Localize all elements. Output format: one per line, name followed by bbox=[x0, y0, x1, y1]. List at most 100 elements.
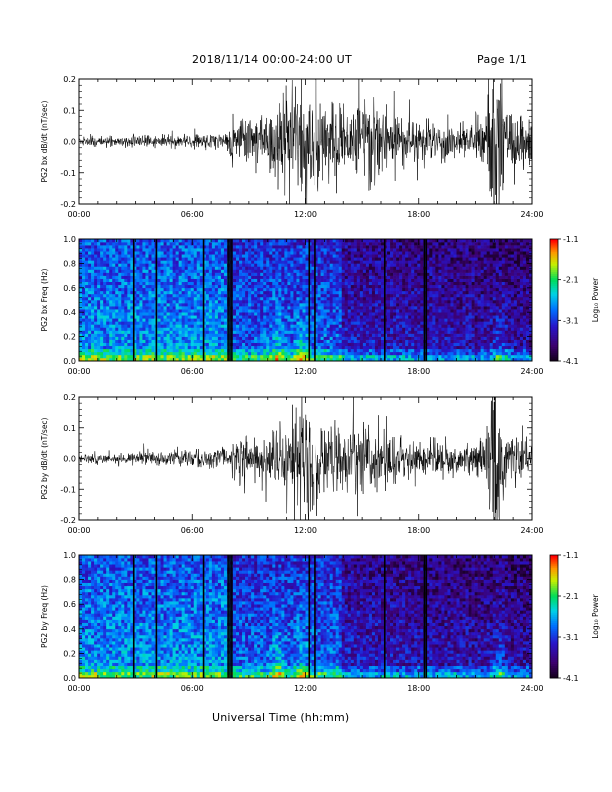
spectrogram-cell bbox=[305, 296, 309, 301]
spectrogram-cell bbox=[242, 257, 246, 261]
spectrogram-cell bbox=[272, 284, 276, 289]
spectrogram-cell bbox=[257, 300, 261, 304]
spectrogram-cell bbox=[181, 263, 185, 267]
spectrogram-cell bbox=[217, 354, 222, 359]
spectrogram-cell bbox=[242, 284, 246, 289]
spectrogram-cell bbox=[308, 254, 312, 258]
spectrogram-cell bbox=[350, 284, 355, 289]
spectrogram-cell bbox=[199, 239, 204, 243]
spectrogram-cell bbox=[293, 339, 297, 343]
spectrogram-cell bbox=[196, 266, 201, 270]
spectrogram-cell bbox=[236, 245, 240, 249]
spectrogram-cell bbox=[211, 336, 216, 340]
spectrogram-cell bbox=[296, 354, 300, 359]
spectrogram-cell bbox=[308, 245, 312, 249]
spectrogram-cell bbox=[417, 327, 421, 331]
spectrogram-cell bbox=[396, 315, 400, 319]
spectrogram-cell bbox=[311, 333, 315, 337]
spectrogram-cell bbox=[290, 306, 294, 310]
spectrogram-cell bbox=[374, 336, 379, 340]
spectrogram-cell bbox=[384, 345, 388, 350]
spectrogram-cell bbox=[79, 287, 83, 292]
spectrogram-cell bbox=[223, 333, 228, 337]
spectrogram-cell bbox=[359, 342, 364, 347]
spectrogram-cell bbox=[193, 257, 198, 261]
spectrogram-cell bbox=[214, 290, 219, 295]
spectrogram-cell bbox=[157, 260, 161, 264]
spectrogram-cell bbox=[338, 354, 343, 359]
spectrogram-cell bbox=[178, 275, 182, 279]
spectrogram-cell bbox=[272, 306, 276, 310]
spectrogram-cell bbox=[100, 351, 104, 356]
spectrogram-cell bbox=[133, 351, 137, 356]
spectrogram-cell bbox=[242, 290, 246, 295]
spectrogram-cell bbox=[411, 257, 415, 261]
spectrogram-cell bbox=[124, 336, 128, 340]
spectrogram-cell bbox=[245, 242, 249, 246]
spectrogram-cell bbox=[356, 315, 361, 319]
spectrogram-cell bbox=[151, 287, 155, 292]
spectrogram-cell bbox=[211, 254, 216, 258]
spectrogram-cell bbox=[371, 345, 376, 350]
spectrogram-cell bbox=[85, 300, 89, 304]
spectrogram-cell bbox=[411, 309, 415, 313]
spectrogram-cell bbox=[359, 300, 364, 304]
spectrogram-cell bbox=[368, 357, 373, 362]
spectrogram-cell bbox=[157, 312, 161, 316]
spectrogram-cell bbox=[233, 242, 237, 246]
spectrogram-cell bbox=[118, 354, 122, 359]
spectrogram-cell bbox=[142, 354, 146, 359]
spectrogram-cell bbox=[145, 312, 149, 316]
spectrogram-cell bbox=[275, 324, 279, 328]
spectrogram-cell bbox=[199, 263, 204, 267]
spectrogram-cell bbox=[223, 357, 228, 362]
spectrogram-cell bbox=[272, 309, 276, 313]
spectrogram-cell bbox=[353, 272, 358, 276]
spectrogram-cell bbox=[323, 300, 327, 304]
spectrogram-cell bbox=[242, 309, 246, 313]
spectrogram-cell bbox=[202, 275, 207, 279]
spectrogram-cell bbox=[130, 303, 134, 307]
spectrogram-cell bbox=[429, 333, 433, 337]
spectrogram-cell bbox=[205, 296, 210, 301]
spectrogram-cell bbox=[254, 306, 258, 310]
spectrogram-cell bbox=[408, 287, 412, 292]
spectrogram-cell bbox=[362, 324, 367, 328]
spectrogram-cell bbox=[381, 354, 385, 359]
spectrogram-cell bbox=[338, 260, 343, 264]
spectrogram-cell bbox=[181, 315, 185, 319]
spectrogram-cell bbox=[181, 324, 185, 328]
spectrogram-cell bbox=[169, 272, 173, 276]
spectrogram-cell bbox=[202, 266, 207, 270]
spectrogram-cell bbox=[160, 284, 164, 289]
spectrogram-cell bbox=[326, 281, 330, 286]
spectrogram-cell bbox=[106, 245, 110, 249]
spectrogram-cell bbox=[100, 296, 104, 301]
spectrogram-cell bbox=[332, 336, 336, 340]
spectrogram-cell bbox=[245, 339, 249, 343]
spectrogram-cell bbox=[223, 345, 228, 350]
spectrogram-cell bbox=[387, 357, 391, 362]
spectrogram-cell bbox=[290, 303, 294, 307]
spectrogram-cell bbox=[88, 342, 92, 347]
spectrogram-cell bbox=[106, 260, 110, 264]
spectrogram-cell bbox=[426, 315, 430, 319]
spectrogram-cell bbox=[251, 321, 255, 325]
spectrogram-cell bbox=[326, 293, 330, 298]
spectrogram-cell bbox=[187, 257, 192, 261]
spectrogram-cell bbox=[208, 260, 213, 264]
spectrogram-cell bbox=[320, 315, 324, 319]
spectrogram-cell bbox=[112, 330, 116, 334]
spectrogram-cell bbox=[163, 327, 167, 331]
spectrogram-cell bbox=[133, 321, 137, 325]
spectrogram-cell bbox=[127, 348, 131, 353]
spectrogram-cell bbox=[426, 287, 430, 292]
spectrogram-cell bbox=[184, 342, 189, 347]
spectrogram-cell bbox=[178, 336, 182, 340]
spectrogram-cell bbox=[272, 254, 276, 258]
spectrogram-cell bbox=[408, 260, 412, 264]
spectrogram-cell bbox=[290, 354, 294, 359]
spectrogram-cell bbox=[326, 263, 330, 267]
spectrogram-cell bbox=[377, 312, 382, 316]
spectrogram-cell bbox=[317, 345, 321, 350]
